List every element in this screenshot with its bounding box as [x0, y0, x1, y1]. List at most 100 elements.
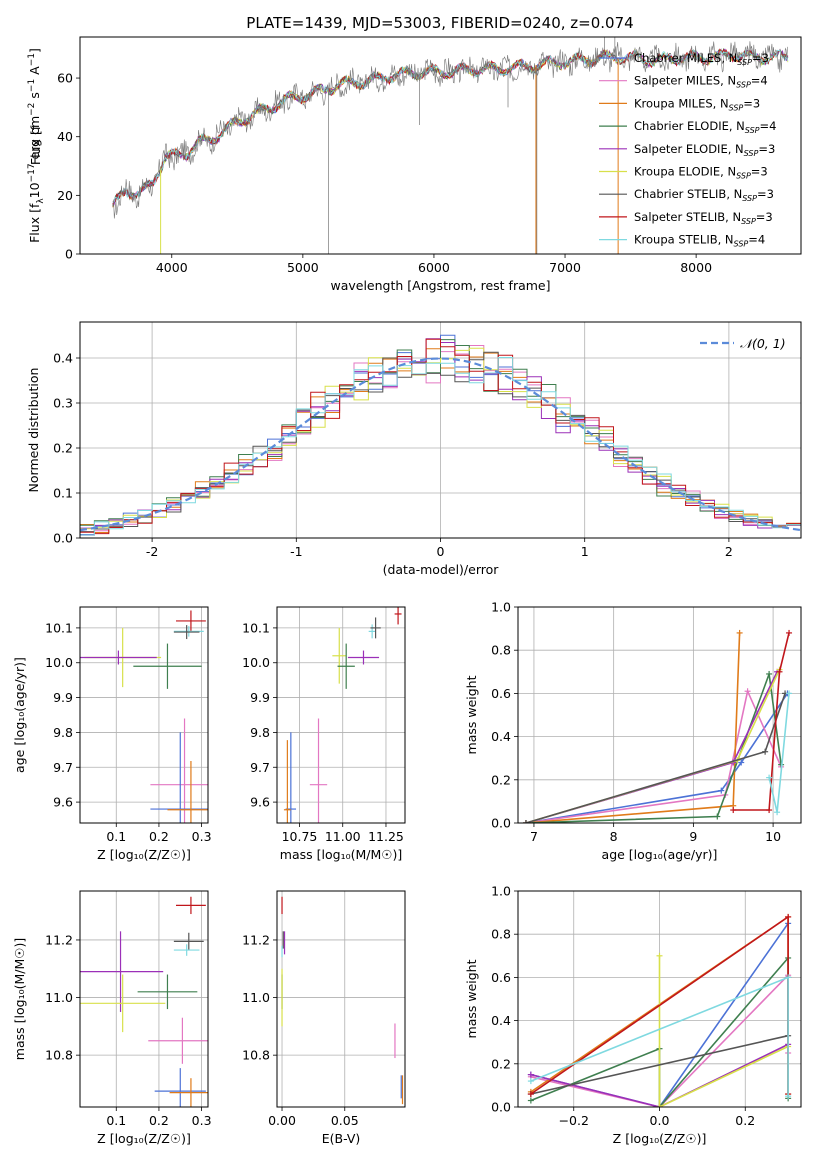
y-tick-label: 9.9 [250, 690, 270, 705]
x-tick-label: 9 [689, 829, 697, 844]
y-tick-label: 0.0 [53, 531, 73, 546]
y-tick-label: 60 [57, 71, 73, 86]
x-axis-label: age [log₁₀(age/yr)] [602, 847, 718, 862]
x-tick-label: 5000 [287, 260, 319, 275]
x-tick-label: 0.2 [149, 1113, 169, 1128]
legend-label: Kroupa MILES, NSSP=3 [634, 96, 760, 112]
y-tick-label: 11.0 [45, 990, 73, 1005]
x-tick-label: 11.25 [368, 829, 404, 844]
normal-curve [80, 357, 801, 532]
residuals-axes: -2 -1 0 1 2 0.0 0.1 0.2 0.3 0.4 (data-model)/error… [26, 322, 801, 577]
x-tick-label: 7000 [549, 260, 581, 275]
x-tick-label: 0.0 [650, 1113, 670, 1128]
y-tick-label: 0.1 [53, 486, 73, 501]
legend-label: Salpeter MILES, NSSP=4 [634, 74, 768, 90]
legend-nssp: =4 [751, 74, 768, 88]
legend-label: Kroupa STELIB, NSSP=4 [634, 233, 765, 249]
y-axis-label: Normed distribution [26, 368, 41, 493]
y-tick-label: 10.0 [242, 655, 270, 670]
x-axis-label: wavelength [Angstrom, rest frame] [330, 278, 550, 293]
x-tick-label: 1 [581, 544, 589, 559]
x-tick-label: 6000 [418, 260, 450, 275]
y-tick-label: 20 [57, 188, 73, 203]
x-tick-label: 0.1 [106, 829, 126, 844]
legend-nssp: =3 [758, 142, 775, 156]
weight-line [525, 673, 782, 823]
age-vs-Z-axes: 0.1 0.2 0.3 9.6 9.7 9.8 9.9 10.0 10.1 Z [log₁₀(Z/… [12, 607, 212, 862]
histogram-kroupa-stelib [80, 357, 801, 536]
mass-vs-Z-frame [79, 890, 209, 1108]
x-tick-label: 4000 [156, 260, 188, 275]
legend-text: Kroupa ELODIE, N [634, 165, 736, 179]
age-vs-mass-frame [276, 606, 406, 824]
legend-nssp: =4 [760, 119, 777, 133]
x-tick-label: 0.05 [331, 1113, 359, 1128]
legend-subscript: SSP [744, 149, 759, 158]
histogram-salpeter-stelib [80, 338, 801, 535]
y-label-part: −17 [27, 163, 37, 182]
mass-vs-ebv-axes: 0.00 0.05 10.8 11.0 11.2 E(B-V) [242, 891, 405, 1146]
y-tick-label: 0.0 [491, 1100, 511, 1115]
x-tick-label: 0.3 [192, 1113, 212, 1128]
weight-line [525, 632, 741, 823]
age-vs-Z-frame [79, 606, 209, 824]
residuals-frame [79, 321, 802, 539]
y-label-part: Flux [f [27, 203, 42, 243]
x-axis-label: Z [log₁₀(Z/Z☉)] [97, 847, 191, 862]
x-axis-label: Z [log₁₀(Z/Z☉)] [613, 1131, 707, 1146]
legend-label: Salpeter STELIB, NSSP=3 [634, 210, 773, 226]
y-axis-label: mass weight [464, 959, 479, 1038]
mass-vs-ebv-errorbars [281, 896, 404, 1105]
legend-subscript: SSP [736, 172, 751, 181]
y-tick-label: 9.8 [250, 725, 270, 740]
y-label-part: 10 [27, 182, 42, 198]
y-tick-label: 11.2 [242, 932, 270, 947]
y-tick-label: 0.8 [491, 643, 511, 658]
mass-vs-ebv-frame [276, 890, 406, 1108]
age-vs-Z-errorbars [80, 610, 208, 823]
spectrum-frame [79, 36, 802, 255]
x-tick-label: 0.2 [735, 1113, 755, 1128]
y-axis-label: Flux [f [28, 125, 43, 165]
massweight-vs-age-lines [522, 629, 793, 823]
y-axis-label: mass [log₁₀(M/M☉)] [12, 938, 27, 1060]
y-label-part: s [27, 92, 42, 103]
x-tick-label: 0.00 [268, 1113, 296, 1128]
x-tick-label: −0.2 [559, 1113, 589, 1128]
y-tick-label: 9.6 [53, 795, 73, 810]
weight-line [733, 632, 790, 811]
x-axis-label: mass [log₁₀(M/M☉)] [280, 847, 402, 862]
legend-nssp: =3 [757, 187, 774, 201]
y-tick-label: 10.1 [45, 620, 73, 635]
y-tick-label: 0.6 [491, 970, 511, 985]
legend-subscript: SSP [734, 240, 749, 249]
y-tick-label: 40 [57, 129, 73, 144]
y-tick-label: 0.4 [53, 351, 73, 366]
massweight-vs-age-frame [517, 606, 802, 824]
y-tick-label: 10.8 [45, 1048, 73, 1063]
y-tick-label: 10.0 [45, 655, 73, 670]
legend-text: Salpeter STELIB, N [634, 210, 741, 224]
legend-subscript: SSP [737, 58, 752, 67]
x-tick-label: 7 [530, 829, 538, 844]
legend-subscript: SSP [741, 217, 756, 226]
legend-text: Chabrier STELIB, N [634, 187, 742, 201]
spectrum-lines [112, 37, 789, 254]
y-tick-label: 1.0 [491, 600, 511, 615]
y-label-part: −1 [27, 53, 37, 66]
y-label-part: ] [27, 48, 42, 53]
histograms [80, 334, 801, 536]
weight-line [525, 671, 778, 823]
y-tick-label: 0.4 [491, 729, 511, 744]
weight-line [525, 692, 789, 823]
x-tick-label: 0.1 [106, 1113, 126, 1128]
age-vs-mass-errorbars [283, 607, 402, 823]
figure-title: PLATE=1439, MJD=53003, FIBERID=0240, z=0… [246, 14, 633, 32]
x-tick-label: -2 [146, 544, 158, 559]
age-vs-mass-axes: 10.75 11.00 11.25 9.6 9.7 9.8 9.9 10.0 10.1 mass … [242, 607, 405, 862]
y-tick-label: 10.1 [242, 620, 270, 635]
y-tick-label: 0.2 [491, 1056, 511, 1071]
